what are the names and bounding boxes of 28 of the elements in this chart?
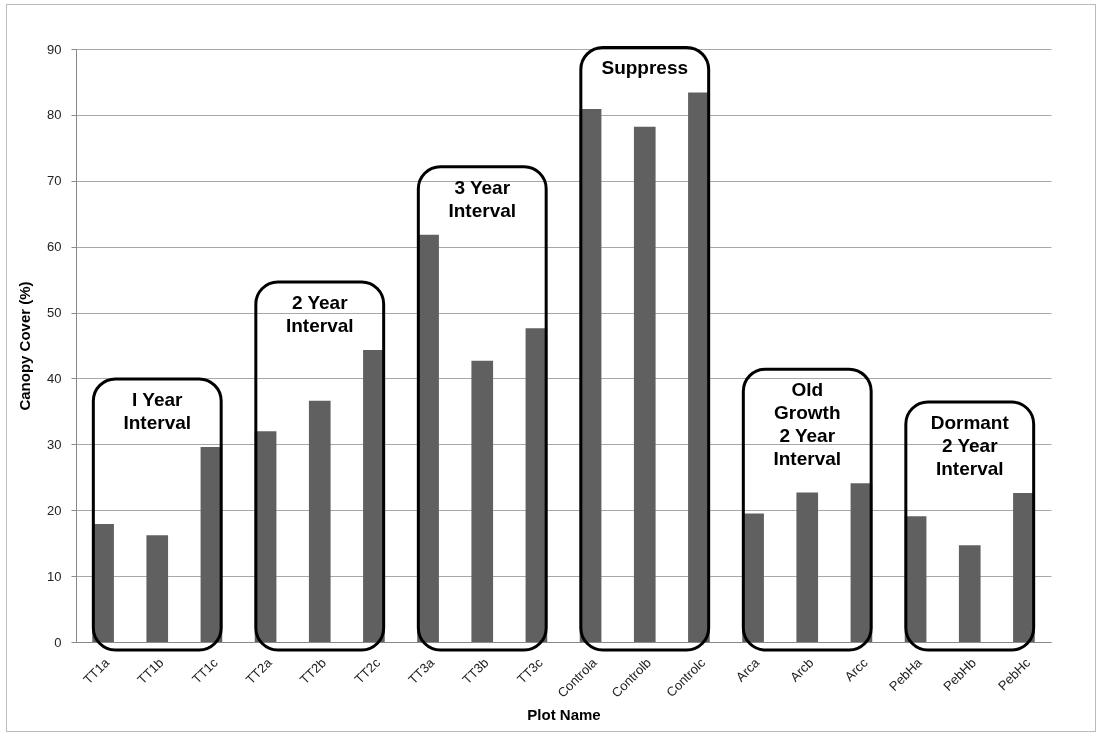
y-tick-label: 0 (54, 634, 62, 650)
y-axis-title: Canopy Cover (%) (16, 281, 34, 411)
bar (958, 545, 981, 642)
bar (146, 535, 169, 642)
y-tick-label: 10 (47, 568, 62, 584)
x-tick-label: TT3c (514, 654, 546, 687)
bar (633, 126, 656, 642)
annotation: Dormant 2 Year Interval (930, 412, 1010, 480)
y-tick-label: 90 (47, 41, 62, 57)
annotation: Suppress (601, 57, 689, 79)
y-tick-label: 30 (47, 436, 62, 452)
x-tick-label: TT2c (351, 654, 384, 687)
y-tick-label: 40 (47, 370, 62, 386)
bar (796, 492, 819, 642)
y-tick-label: 20 (47, 502, 62, 518)
x-axis-title: Plot Name (527, 706, 601, 724)
y-tick-label: 50 (47, 305, 62, 321)
x-tick-label: Arcc (841, 654, 871, 685)
y-tick-label: 60 (47, 239, 62, 255)
y-tick-label: 80 (47, 107, 62, 123)
bar (308, 400, 331, 642)
y-tick-label: 70 (47, 173, 62, 189)
annotation: I Year Interval (123, 388, 192, 433)
annotation: Old Growth 2 Year Interval (773, 379, 842, 470)
x-tick-label: TT1c (189, 654, 221, 687)
annotation: 3 Year Interval (448, 176, 517, 221)
bar (471, 360, 494, 642)
annotation: 2 Year Interval (285, 292, 354, 337)
